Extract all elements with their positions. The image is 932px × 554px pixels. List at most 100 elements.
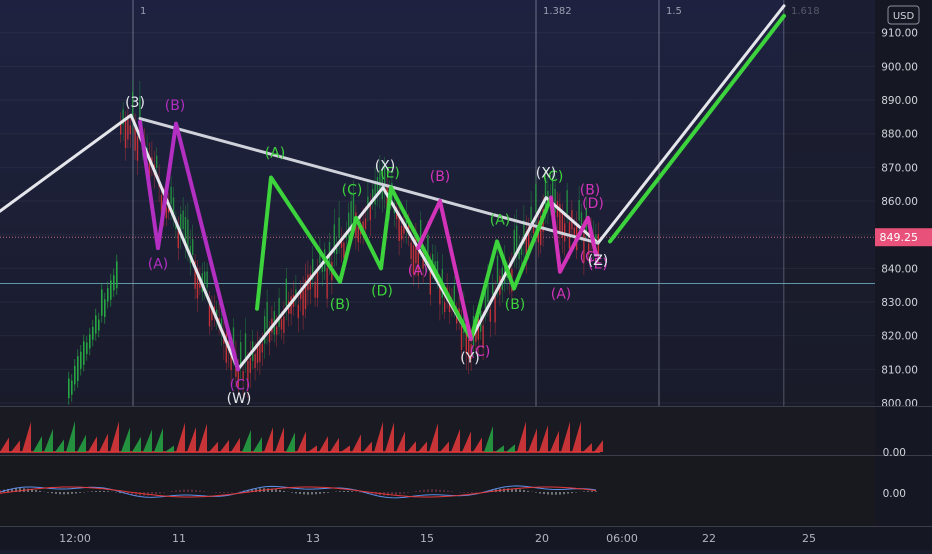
wave-label: (A)	[490, 213, 511, 229]
oscillator-bar	[110, 421, 119, 452]
wave-line-green-projection	[608, 13, 786, 244]
price-tick-label: 830.00	[881, 297, 918, 309]
wave-labels: (3) (B)(A)(C)(W)(A)(B)(C)(D)(E)(X)(B)(A)(…	[125, 95, 608, 407]
oscillator-bar	[165, 445, 174, 452]
oscillator-bar	[242, 429, 251, 452]
oscillator-bar	[209, 441, 218, 452]
oscillator-value-label: 0.00	[883, 447, 906, 459]
price-tick-label: 860.00	[881, 196, 918, 208]
macd-value-label: 0.00	[883, 488, 906, 500]
oscillator-bar	[572, 421, 581, 452]
oscillator-bar	[286, 432, 295, 452]
price-tick-label: 910.00	[881, 28, 918, 40]
oscillator-bar	[66, 420, 75, 452]
price-tick-label: 870.00	[881, 162, 918, 174]
oscillator-bar	[253, 436, 262, 452]
oscillator-bar	[484, 425, 493, 452]
wave-label: (X)	[375, 159, 396, 175]
wave-label: (C)	[543, 169, 564, 185]
oscillator-bar	[308, 445, 317, 452]
oscillator-bar	[550, 430, 559, 452]
oscillator-bar	[528, 428, 537, 452]
wave-label: (3)	[125, 95, 145, 111]
current-price-label: 849.25	[880, 231, 919, 244]
oscillator-bar	[176, 422, 185, 452]
oscillator-bar	[187, 426, 196, 452]
oscillator-bar	[143, 429, 152, 452]
oscillator-bar	[429, 423, 438, 452]
oscillator-bar	[451, 428, 460, 452]
wave-label: (X)	[536, 165, 557, 181]
wave-label: (C)	[230, 378, 251, 394]
oscillator-bar	[440, 441, 449, 452]
time-tick-label: 15	[420, 532, 434, 545]
wave-label: (B)	[330, 297, 351, 313]
wave-label: (B)	[580, 182, 601, 198]
oscillator-bar	[198, 423, 207, 452]
oscillator-bar	[231, 437, 240, 452]
time-axis[interactable]: 12:00 11 13 15 20 06:00 22 25	[0, 526, 932, 550]
oscillator-bar	[385, 422, 394, 452]
current-price-badge	[875, 228, 932, 247]
wave-label: (A)	[551, 287, 572, 303]
time-tick-label: 25	[802, 532, 816, 545]
oscillator-bar	[55, 439, 64, 452]
wave-label: (D)	[371, 283, 393, 299]
wave-label: (E)	[380, 165, 400, 181]
price-axis[interactable]: USD 910.00 900.00 890.00 880.00 870.00 860.00 8…	[875, 0, 932, 550]
price-tick-label: 900.00	[881, 61, 918, 73]
oscillator-bar	[341, 445, 350, 452]
oscillator-bar	[352, 434, 361, 452]
oscillator-bar	[220, 439, 229, 452]
oscillator-bar	[374, 421, 383, 452]
oscillator-bar	[517, 421, 526, 452]
oscillator-bar	[297, 431, 306, 452]
fib-level-label: 1.382	[543, 6, 572, 17]
price-axis-bg	[875, 0, 932, 550]
price-tick-label: 890.00	[881, 95, 918, 107]
oscillator-bar	[418, 441, 427, 452]
oscillator-bar	[154, 427, 163, 452]
oscillator-bar	[11, 440, 20, 452]
price-tick-label: 840.00	[881, 263, 918, 275]
time-tick-label: 22	[702, 532, 716, 545]
price-tick-label: 810.00	[881, 364, 918, 376]
price-tick-label: 820.00	[881, 331, 918, 343]
wave-label: (A)	[408, 263, 429, 279]
wave-line-magenta-wave-2	[416, 199, 473, 342]
oscillator-bar	[330, 437, 339, 452]
wave-line-magenta-wave	[138, 119, 240, 372]
wave-label: (A)	[148, 256, 169, 272]
wave-label: (Z)	[588, 253, 609, 269]
oscillator-bar	[121, 427, 130, 452]
oscillator-bar	[539, 425, 548, 452]
wave-line-green-wave	[255, 175, 553, 342]
oscillator-bar	[363, 441, 372, 452]
wave-label: (D)	[582, 196, 604, 212]
wave-label: (C)	[580, 250, 601, 266]
oscillator-bar	[495, 445, 504, 452]
oscillator-bar	[319, 436, 328, 452]
oscillator-bar	[99, 433, 108, 452]
price-tick-label: 880.00	[881, 129, 918, 141]
oscillator-bar	[22, 421, 31, 452]
wave-line-magenta-triangle	[549, 195, 598, 274]
time-axis-bg	[0, 526, 932, 550]
signal-line	[0, 486, 597, 498]
oscillator-bar	[473, 437, 482, 452]
macd-line	[0, 485, 597, 499]
fib-level-label: 1	[140, 6, 146, 17]
wave-label: (A)	[265, 145, 286, 161]
oscillator-bar	[264, 427, 273, 452]
wave-line-white-trendline	[138, 117, 600, 245]
oscillator-bar	[44, 428, 53, 452]
wave-label: (E)	[588, 256, 608, 272]
wave-label: (B)	[165, 98, 186, 114]
oscillator-bar	[275, 427, 284, 452]
oscillator-bar	[583, 442, 592, 452]
wave-lines	[0, 4, 786, 372]
time-tick-label: 20	[535, 532, 549, 545]
indicator-panels: 0.00 0.00	[0, 406, 932, 526]
